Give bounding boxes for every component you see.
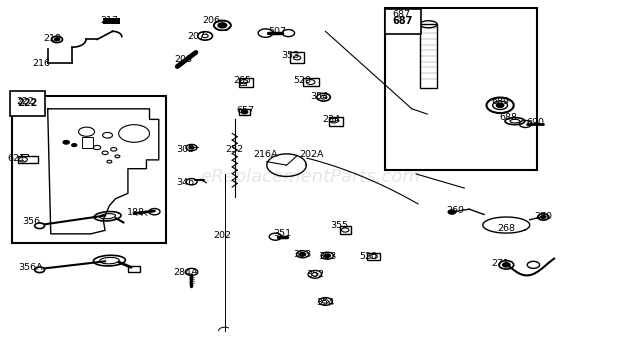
Circle shape — [541, 215, 546, 218]
Bar — [340, 226, 351, 234]
Circle shape — [503, 263, 510, 267]
Circle shape — [55, 38, 60, 41]
Text: 351: 351 — [273, 229, 291, 238]
Text: 305: 305 — [176, 145, 195, 154]
Text: 520: 520 — [360, 252, 378, 261]
Bar — [240, 82, 246, 84]
Polygon shape — [104, 18, 120, 24]
Text: 284A: 284A — [173, 268, 198, 277]
Text: 346: 346 — [176, 178, 195, 187]
Text: 222: 222 — [17, 98, 38, 108]
Text: 688: 688 — [500, 113, 518, 122]
Text: 269: 269 — [446, 207, 464, 215]
Text: 690: 690 — [526, 119, 544, 127]
Text: 353: 353 — [281, 51, 299, 60]
Text: 232: 232 — [226, 145, 244, 154]
Text: 202A: 202A — [299, 150, 324, 159]
Text: 202: 202 — [213, 231, 231, 240]
Circle shape — [218, 23, 227, 28]
Text: 354: 354 — [310, 92, 329, 101]
Bar — [367, 253, 380, 260]
Circle shape — [63, 141, 69, 144]
Circle shape — [497, 103, 504, 108]
Bar — [303, 78, 319, 86]
Circle shape — [299, 252, 306, 256]
Bar — [18, 155, 38, 163]
Text: 217: 217 — [100, 16, 118, 25]
Bar — [82, 137, 93, 148]
Text: 222: 222 — [16, 97, 34, 106]
Bar — [128, 266, 140, 272]
Text: 216: 216 — [32, 59, 50, 67]
Bar — [20, 154, 28, 155]
Circle shape — [324, 254, 330, 257]
Text: 270: 270 — [534, 212, 552, 221]
Text: 657: 657 — [236, 106, 254, 115]
Text: 356: 356 — [22, 217, 40, 226]
Text: 687: 687 — [392, 16, 413, 26]
Bar — [385, 9, 536, 170]
Circle shape — [448, 210, 456, 214]
Bar — [329, 117, 343, 126]
Text: 208: 208 — [174, 55, 192, 64]
Text: 621: 621 — [8, 154, 26, 163]
Bar — [239, 78, 252, 87]
Text: 271: 271 — [491, 259, 509, 268]
Bar — [329, 118, 335, 121]
Bar — [239, 109, 250, 115]
Bar — [12, 97, 166, 243]
Circle shape — [241, 110, 247, 114]
Text: 520: 520 — [294, 76, 312, 85]
Text: 353: 353 — [293, 251, 312, 260]
Circle shape — [72, 144, 77, 147]
Text: 353: 353 — [318, 252, 337, 261]
Text: 352: 352 — [306, 270, 324, 279]
Text: 188: 188 — [127, 208, 145, 217]
Text: 206: 206 — [202, 16, 220, 25]
Text: 356A: 356A — [19, 263, 43, 272]
Bar — [290, 53, 304, 63]
Text: 689: 689 — [491, 97, 509, 106]
Text: 354: 354 — [316, 298, 335, 307]
Circle shape — [189, 146, 194, 149]
Text: 265: 265 — [233, 76, 251, 85]
Text: 355: 355 — [330, 220, 348, 230]
Text: 207: 207 — [187, 32, 205, 41]
Text: 507: 507 — [268, 27, 286, 36]
Text: 268: 268 — [497, 224, 515, 233]
Text: 216A: 216A — [254, 150, 278, 159]
Bar — [420, 24, 437, 88]
Text: eReplacementParts.com: eReplacementParts.com — [200, 169, 420, 186]
Text: 687: 687 — [392, 10, 410, 19]
Text: 218: 218 — [43, 34, 61, 43]
Text: 234: 234 — [322, 115, 340, 124]
